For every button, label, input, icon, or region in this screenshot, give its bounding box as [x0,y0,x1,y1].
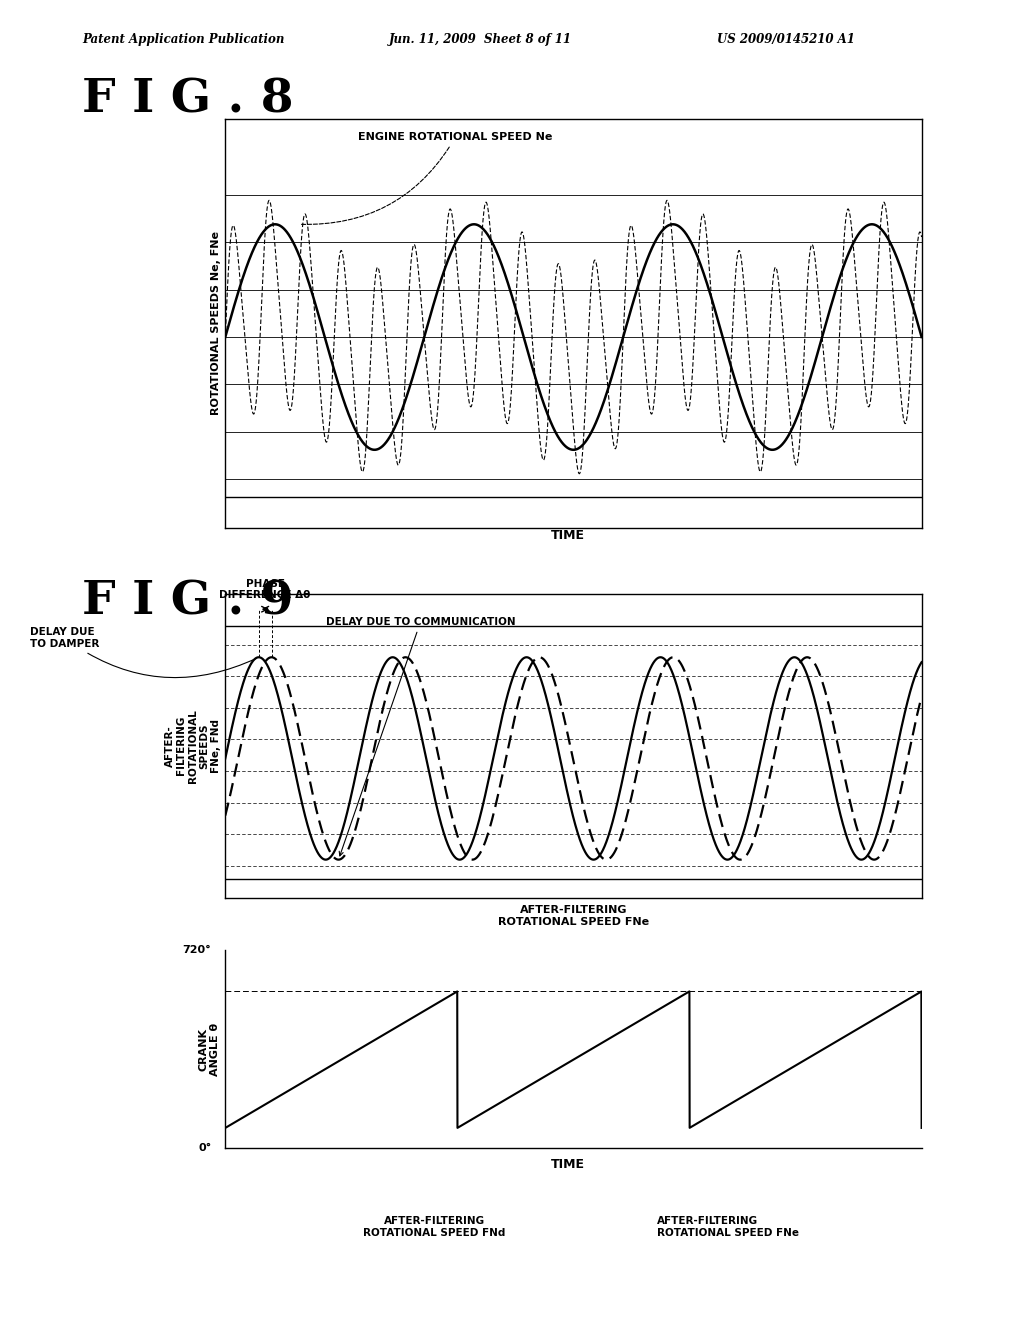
Y-axis label: AFTER-
FILTERING
ROTATIONAL
SPEEDS
FNe, FNd: AFTER- FILTERING ROTATIONAL SPEEDS FNe, … [165,709,221,783]
Text: US 2009/0145210 A1: US 2009/0145210 A1 [717,33,855,46]
Text: DELAY DUE TO COMMUNICATION: DELAY DUE TO COMMUNICATION [326,616,515,855]
Text: 720°: 720° [182,945,211,956]
Text: AFTER-FILTERING
ROTATIONAL SPEED FNe: AFTER-FILTERING ROTATIONAL SPEED FNe [657,1217,799,1238]
Y-axis label: ROTATIONAL SPEEDS Ne, FNe: ROTATIONAL SPEEDS Ne, FNe [211,231,221,416]
Text: F I G . 8: F I G . 8 [82,77,294,123]
Text: PHASE
DIFFERENCE Δθ: PHASE DIFFERENCE Δθ [219,578,311,601]
Text: DELAY DUE
TO DAMPER: DELAY DUE TO DAMPER [31,627,256,677]
Text: 0°: 0° [198,1143,211,1154]
Text: TIME: TIME [551,1158,586,1171]
Text: F I G . 9: F I G . 9 [82,578,294,624]
Y-axis label: CRANK
ANGLE θ: CRANK ANGLE θ [198,1023,220,1076]
Text: Jun. 11, 2009  Sheet 8 of 11: Jun. 11, 2009 Sheet 8 of 11 [389,33,572,46]
Text: AFTER-FILTERING
ROTATIONAL SPEED FNd: AFTER-FILTERING ROTATIONAL SPEED FNd [362,1217,506,1238]
Text: ENGINE ROTATIONAL SPEED Ne: ENGINE ROTATIONAL SPEED Ne [301,132,553,224]
Text: Patent Application Publication: Patent Application Publication [82,33,285,46]
Text: TIME: TIME [551,528,586,541]
Text: AFTER-FILTERING
ROTATIONAL SPEED FNe: AFTER-FILTERING ROTATIONAL SPEED FNe [498,906,649,927]
